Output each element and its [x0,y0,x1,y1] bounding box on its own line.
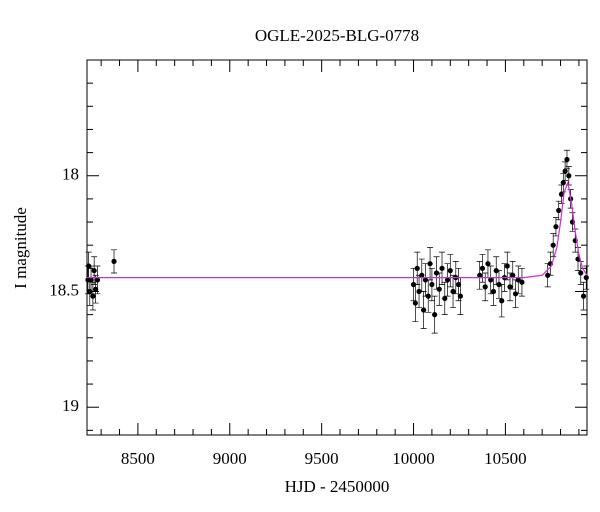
data-point [93,286,99,292]
data-point [477,272,483,278]
data-point [91,268,97,274]
x-tick-label: 10000 [392,449,435,468]
data-point [447,268,453,274]
x-tick-label: 9500 [305,449,339,468]
data-point [560,180,566,186]
data-point [425,293,431,299]
data-point [414,265,420,271]
y-tick-label: 19 [62,396,79,415]
data-point [479,265,486,271]
y-axis-label: I magnitude [11,207,30,289]
x-tick-label: 8500 [121,449,155,468]
data-point [87,288,93,295]
data-point [519,279,525,285]
data-point [553,224,559,230]
data-point [562,168,568,174]
data-point [556,207,562,214]
data-point [507,284,513,290]
x-tick-label: 9000 [213,449,247,468]
data-point [412,300,418,306]
data-point [444,277,451,283]
data-point [550,242,556,248]
data-point [578,270,584,276]
model-curve [87,180,588,279]
data-point [90,293,96,299]
data-point [504,263,510,269]
x-tick-label: 10500 [484,449,527,468]
data-point [88,277,94,283]
data-point [421,307,427,313]
data-point [566,173,572,179]
data-point [490,288,497,295]
data-point [558,191,565,197]
data-point [94,277,101,283]
data-point [455,281,462,288]
data-point [427,261,433,267]
data-point [457,293,463,299]
data-point [510,272,516,278]
data-point [111,258,117,264]
data-point [488,277,494,283]
data-point [485,261,491,267]
y-tick-label: 18 [62,165,79,184]
data-point [432,312,438,318]
data-point [439,265,445,271]
data-point [482,284,488,290]
data-point [583,274,589,281]
data-point [450,288,456,295]
x-axis-label: HJD - 2450000 [285,477,390,496]
data-point [580,293,587,299]
data-point [436,286,442,292]
y-tick-label: 18.5 [49,280,79,299]
data-point [499,298,505,304]
data-point [564,156,570,163]
chart-title: OGLE-2025-BLG-0778 [255,26,419,45]
plot-frame [86,59,588,436]
data-point [419,272,425,278]
data-point [429,281,435,288]
data-point [442,295,448,302]
